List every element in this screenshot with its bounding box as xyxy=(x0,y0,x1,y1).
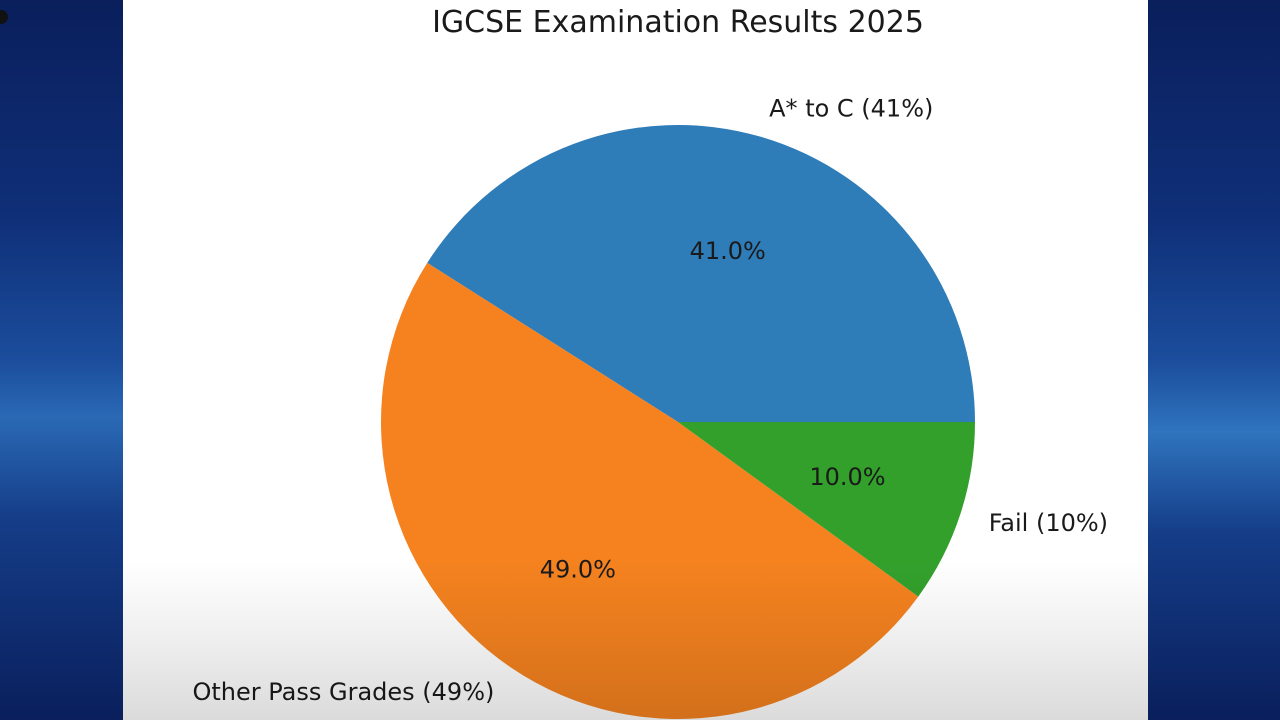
pie-slice xyxy=(678,422,975,597)
slice-percent-label: 10.0% xyxy=(809,463,885,491)
corner-marker xyxy=(0,10,8,24)
pie-chart: IGCSE Examination Results 2025 41.0% A* t… xyxy=(192,5,1108,719)
pie-slice xyxy=(381,262,919,719)
chart-title: IGCSE Examination Results 2025 xyxy=(432,5,924,40)
slice-category-label: Fail (10%) xyxy=(989,509,1108,537)
slice-percent-label: 41.0% xyxy=(690,237,766,265)
slice-percent-label: 49.0% xyxy=(540,555,616,583)
pie-slice xyxy=(427,125,975,422)
chart-canvas: IGCSE Examination Results 2025 41.0% A* t… xyxy=(123,0,1148,720)
slice-category-label: Other Pass Grades (49%) xyxy=(192,678,494,706)
left-backdrop xyxy=(0,0,123,720)
right-backdrop xyxy=(1148,0,1280,720)
slice-category-label: A* to C (41%) xyxy=(769,94,933,122)
